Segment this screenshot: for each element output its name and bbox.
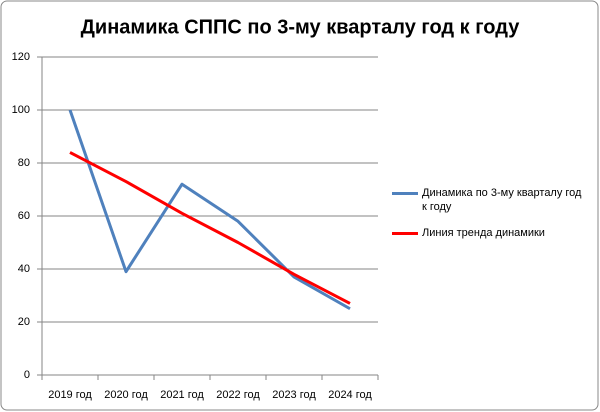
y-tick-label: 0 [24,369,30,381]
x-tick-label: 2023 год [272,389,316,401]
legend-swatch [392,192,418,195]
series-line [68,109,351,311]
x-tick-label: 2020 год [104,389,148,401]
x-tick-label: 2021 год [160,389,204,401]
legend-entry: Динамика по 3-му кварталу год к году [392,186,592,214]
legend: Динамика по 3-му кварталу год к году Лини… [392,186,592,252]
series-line [69,151,351,305]
chart-title: Динамика СППС по 3-му кварталу год к год… [81,16,521,38]
y-tick-label: 60 [18,210,30,222]
x-tick-label: 2022 год [216,389,260,401]
legend-entry: Линия тренда динамики [392,226,592,240]
x-tick-label: 2024 год [328,389,372,401]
legend-label: Линия тренда динамики [422,227,545,239]
y-tick-label: 20 [18,316,30,328]
y-tick-label: 120 [12,51,30,63]
legend-label: Динамика по 3-му кварталу год к году [422,187,582,213]
y-tick-label: 40 [18,263,30,275]
x-tick-label: 2019 год [48,389,92,401]
y-tick-label: 100 [12,104,30,116]
y-tick-label: 80 [18,157,30,169]
legend-swatch [392,232,418,235]
